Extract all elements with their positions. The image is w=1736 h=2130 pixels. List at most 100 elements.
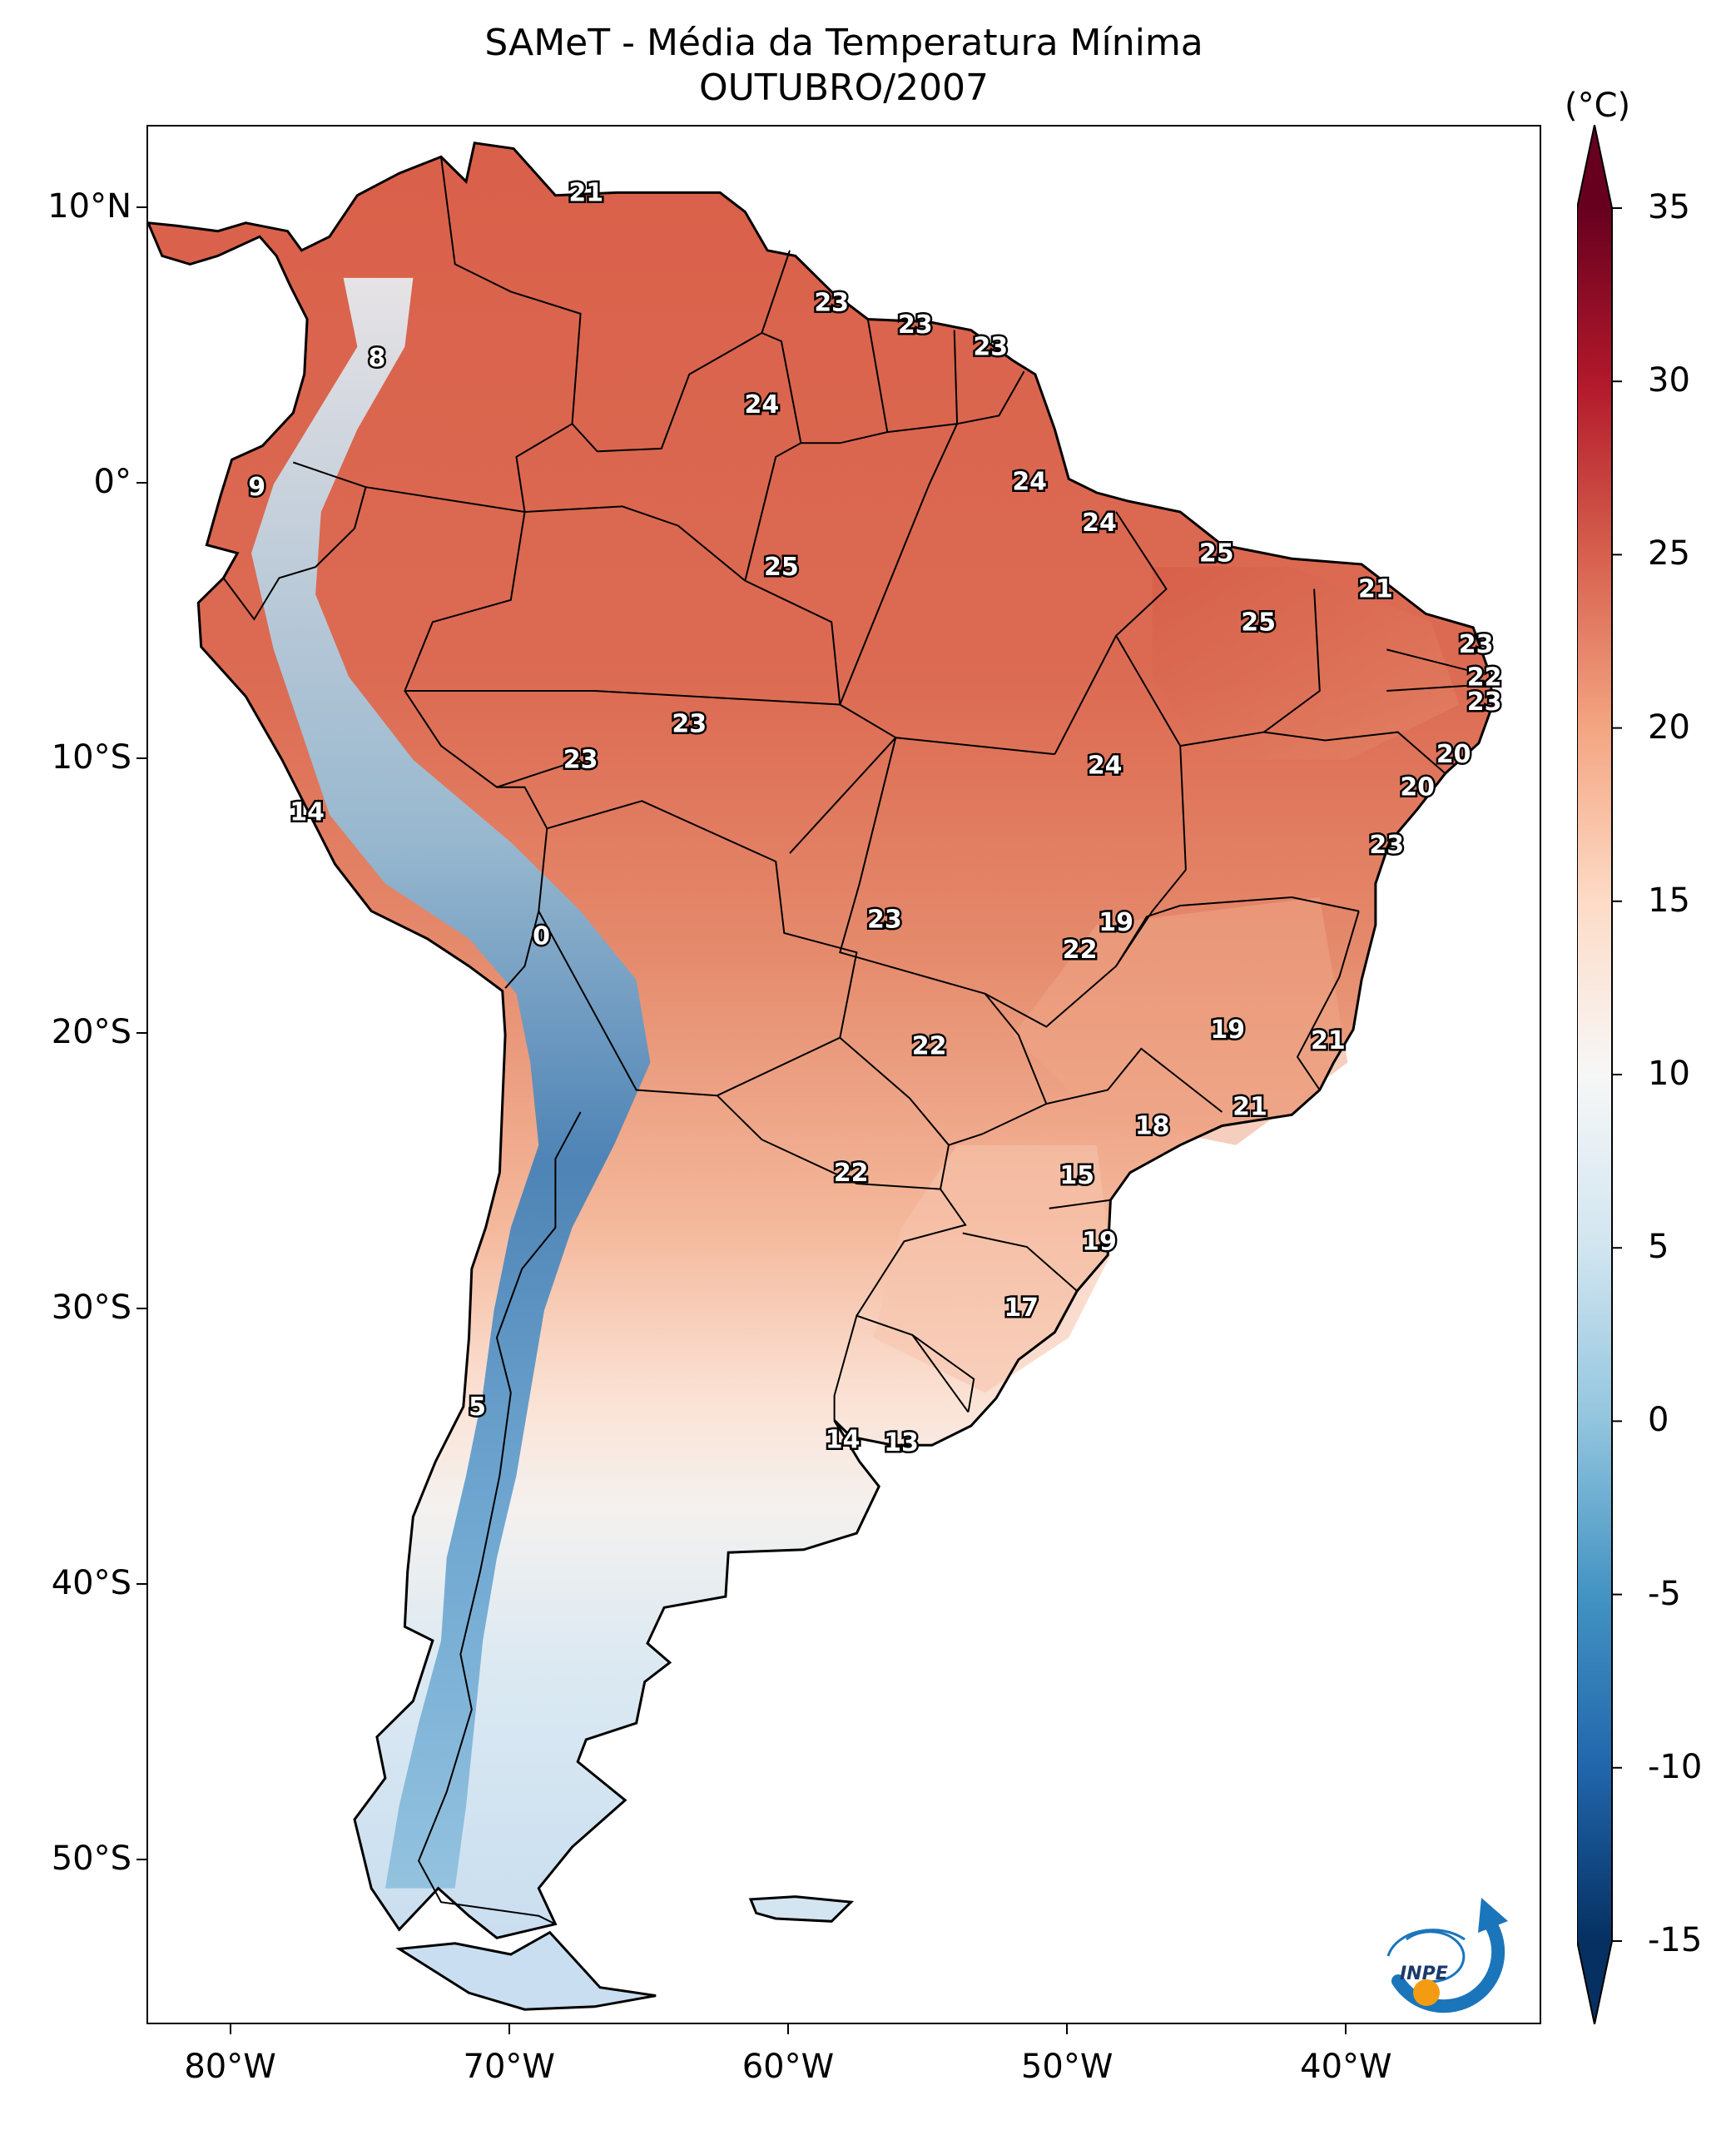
temperature-label: 5: [469, 1393, 486, 1422]
border-line-12: [856, 1189, 967, 1317]
temperature-label: 23: [672, 710, 707, 739]
y-tick-mark: [136, 481, 146, 484]
colorbar-extend-min: [1577, 1941, 1612, 2024]
temperature-label: 24: [1088, 751, 1123, 780]
temperature-label: 20: [1400, 773, 1435, 802]
x-tick-label: 80°W: [184, 2048, 276, 2086]
temperature-label: 23: [898, 310, 933, 340]
border-line-16: [524, 505, 841, 705]
temperature-label: 23: [973, 333, 1008, 362]
temperature-label: 18: [1135, 1112, 1170, 1141]
x-tick-label: 50°W: [1020, 2048, 1114, 2086]
temperature-label: 9: [248, 473, 265, 502]
temperature-label: 21: [568, 178, 603, 207]
x-tick-mark: [508, 2024, 510, 2034]
x-tick-label: 40°W: [1300, 2048, 1392, 2086]
colorbar-tick-label: 0: [1648, 1401, 1669, 1440]
y-tick-mark: [136, 1308, 146, 1310]
temperature-label: 22: [834, 1159, 869, 1188]
inpe-logo: INPE: [1386, 1898, 1508, 2013]
tierra-del-fuego-coast: [395, 1930, 657, 2011]
border-line-29: [1296, 911, 1360, 1091]
tierra-del-fuego-fill: [399, 1932, 657, 2010]
border-line-21: [1046, 1047, 1223, 1113]
temperature-label: 14: [290, 798, 325, 827]
border-line-7: [538, 800, 858, 1097]
temperature-label: 23: [1459, 630, 1494, 659]
temperature-label: 19: [1210, 1015, 1245, 1045]
temperature-label: 25: [1199, 539, 1234, 568]
colorbar-tick-label: -5: [1648, 1574, 1681, 1613]
colorbar-unit: (°C): [1565, 87, 1631, 125]
x-tick-label: 60°W: [742, 2048, 835, 2086]
x-tick-mark: [1066, 2024, 1069, 2034]
andes-cold-band: [251, 277, 651, 1889]
temperature-label: 24: [1012, 468, 1047, 497]
border-line-15: [839, 423, 959, 705]
border-line-19: [839, 737, 1187, 1028]
colorbar: [1577, 125, 1622, 2024]
border-line-25: [1180, 588, 1321, 747]
y-tick-label: 30°S: [51, 1288, 131, 1328]
colorbar-extend-max: [1577, 125, 1612, 208]
map-panel: 21 23 23 23 8 24 24 9 24 25 25 21 25 23 22 23 23 23 20 24 20…: [146, 125, 1541, 2024]
temperature-label: 22: [912, 1032, 947, 1061]
colorbar-tick-label: -10: [1648, 1747, 1703, 1786]
temperature-label: 23: [814, 289, 849, 318]
border-line-23: [1054, 511, 1168, 755]
border-line-4: [761, 319, 889, 444]
x-tick-mark: [229, 2024, 231, 2034]
temperature-label: 23: [867, 906, 902, 935]
temperature-label: 21: [1233, 1092, 1267, 1121]
y-tick-mark: [136, 1858, 146, 1860]
temperature-label: 19: [1082, 1227, 1117, 1256]
x-tick-label: 70°W: [463, 2048, 555, 2086]
map-subtitle: OUTUBRO/2007: [698, 67, 990, 109]
temperature-label: 13: [884, 1428, 919, 1457]
country-borders: [148, 142, 1495, 2011]
border-line-2: [222, 486, 367, 621]
temperature-label: 21: [1358, 575, 1393, 604]
temperature-label: 25: [764, 553, 799, 582]
border-line-31: [962, 1232, 1078, 1292]
border-line-9: [417, 1111, 582, 1925]
temperature-label: 20: [1436, 740, 1471, 769]
x-tick-mark: [1345, 2024, 1347, 2034]
border-line-30: [1049, 1199, 1111, 1209]
border-line-0: [404, 156, 582, 989]
border-line-17: [744, 442, 801, 581]
temperature-label: 14: [826, 1426, 861, 1455]
temperature-label: 15: [1059, 1161, 1094, 1190]
colorbar-tick-label: 10: [1648, 1055, 1690, 1093]
y-tick-label: 40°S: [51, 1563, 131, 1602]
border-line-11: [911, 1334, 975, 1413]
plateau-cool-patch: [1013, 897, 1348, 1145]
coastline: [148, 142, 1495, 1939]
falklands-coast: [748, 1895, 855, 1923]
y-tick-label: 20°S: [51, 1013, 131, 1052]
x-tick-mark: [786, 2024, 789, 2034]
northeast-warm-patch: [1152, 567, 1460, 760]
colorbar-tick-label: 25: [1648, 534, 1690, 573]
border-line-3: [571, 250, 791, 453]
temperature-label: 21: [1311, 1026, 1346, 1055]
temperature-label: 23: [1467, 688, 1502, 717]
border-line-28: [1386, 684, 1474, 692]
temperature-label: 23: [563, 746, 598, 775]
andes-band: [251, 277, 651, 1889]
temperature-label: 24: [1082, 509, 1117, 538]
border-line-13: [496, 758, 581, 788]
border-line-22: [1115, 896, 1360, 967]
falklands-fill: [751, 1896, 851, 1922]
colorbar-body: [1577, 208, 1612, 1941]
y-tick-label: 10°N: [47, 187, 131, 226]
y-tick-label: 50°S: [51, 1839, 131, 1878]
border-line-6: [956, 370, 1025, 425]
colorbar-tick-label: 30: [1648, 361, 1690, 400]
y-tick-mark: [136, 1582, 146, 1585]
colorbar-tick-label: 35: [1648, 188, 1690, 226]
y-tick-mark: [136, 206, 146, 209]
border-line-26: [1263, 731, 1446, 774]
temperature-label: 19: [1099, 908, 1133, 937]
